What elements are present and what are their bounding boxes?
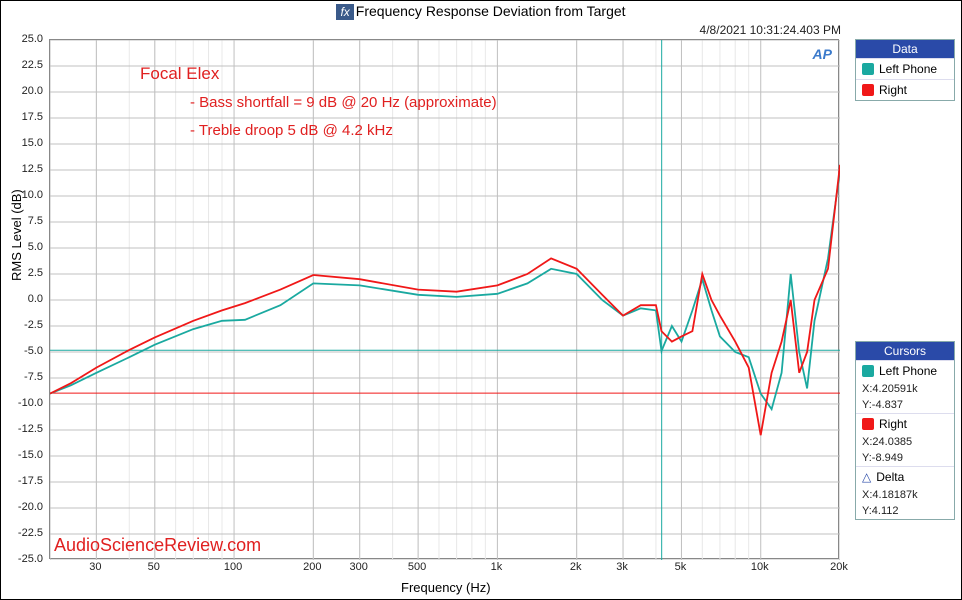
swatch-icon (862, 84, 874, 96)
site-label: AudioScienceReview.com (54, 535, 261, 556)
annotation-title: Focal Elex (140, 64, 219, 84)
timestamp: 4/8/2021 10:31:24.403 PM (700, 23, 841, 37)
x-ticks: 30501002003005001k2k3k5k10k20k (49, 561, 839, 579)
annotation-line2: - Treble droop 5 dB @ 4.2 kHz (190, 122, 393, 139)
cursor-y: Y:-8.949 (856, 450, 954, 466)
legend-item[interactable]: Right (856, 79, 954, 100)
cursors-title: Cursors (856, 342, 954, 360)
cursors-panel: Cursors Left Phone X:4.20591k Y:-4.837 R… (855, 341, 955, 520)
cursor-label: Delta (876, 470, 904, 484)
legend-label: Right (879, 83, 907, 97)
annotation-line1: - Bass shortfall = 9 dB @ 20 Hz (approxi… (190, 94, 497, 111)
title-text: Frequency Response Deviation from Target (356, 3, 626, 19)
cursor-y: Y:4.112 (856, 503, 954, 519)
legend-data: Data Left Phone Right (855, 39, 955, 101)
legend-label: Left Phone (879, 62, 937, 76)
cursor-label: Right (879, 417, 907, 431)
cursor-y: Y:-4.837 (856, 397, 954, 413)
legend-title: Data (856, 40, 954, 58)
cursor-item: Left Phone (856, 360, 954, 381)
cursor-label: Left Phone (879, 364, 937, 378)
watermark-logo: AP (813, 46, 832, 62)
swatch-icon (862, 418, 874, 430)
fx-icon: fx (336, 4, 353, 20)
cursor-x: X:4.18187k (856, 487, 954, 503)
delta-icon: △ (862, 470, 871, 484)
x-axis-label: Frequency (Hz) (401, 580, 491, 595)
cursor-x: X:24.0385 (856, 434, 954, 450)
cursor-item: △ Delta (856, 466, 954, 487)
cursor-item: Right (856, 413, 954, 434)
plot-svg (50, 40, 840, 560)
swatch-icon (862, 365, 874, 377)
y-ticks: 25.022.520.017.515.012.510.07.55.02.50.0… (1, 39, 47, 559)
plot-area: AP Focal Elex - Bass shortfall = 9 dB @ … (49, 39, 839, 559)
chart-title: fxFrequency Response Deviation from Targ… (1, 3, 961, 19)
swatch-icon (862, 63, 874, 75)
cursor-x: X:4.20591k (856, 381, 954, 397)
legend-item[interactable]: Left Phone (856, 58, 954, 79)
